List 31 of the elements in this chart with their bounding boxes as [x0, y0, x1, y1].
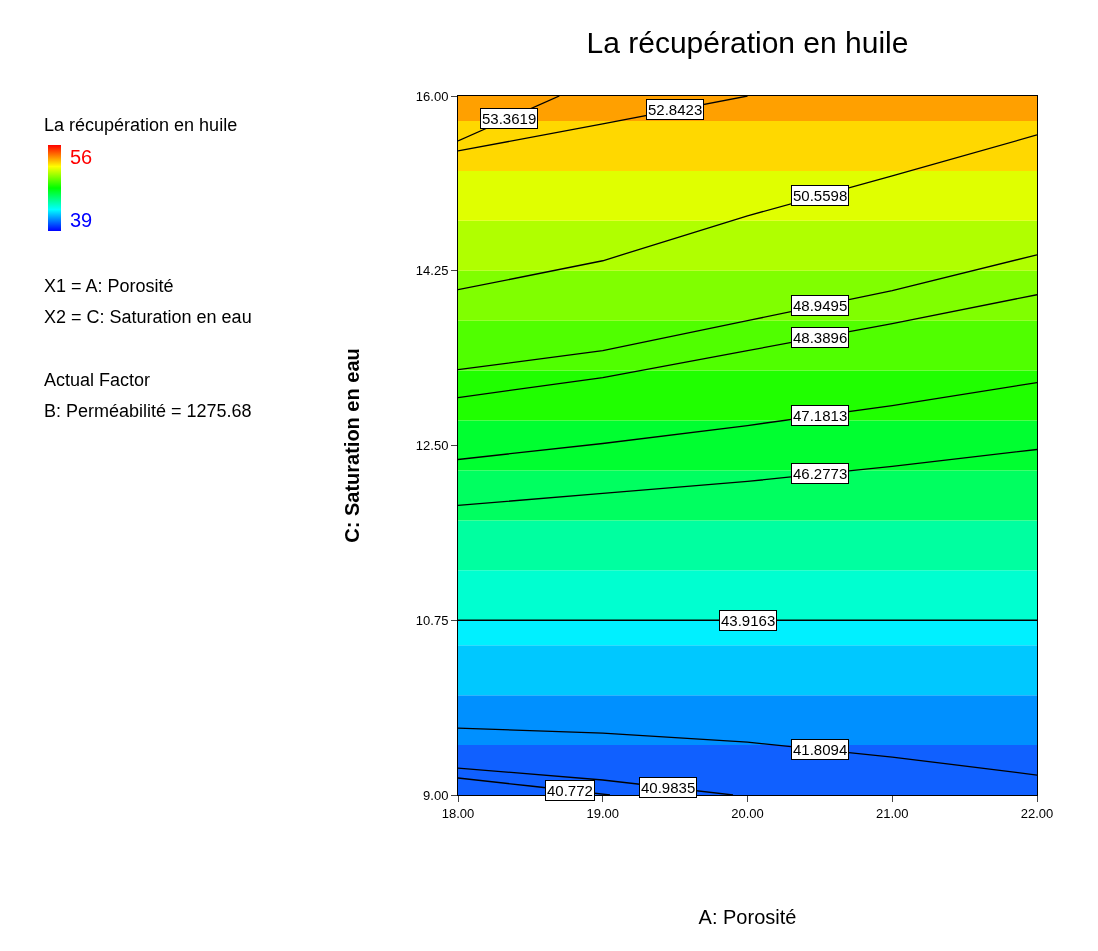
series-label: 47.1813 [793, 407, 848, 424]
series-label: 43.9163 [721, 612, 776, 629]
series-label: 40.772 [547, 782, 593, 799]
text: X1 = A: Porosité [44, 276, 174, 296]
series-label: 53.3619 [482, 110, 537, 127]
y-tick-label: 9.00 [423, 787, 449, 803]
series-label: 50.5598 [793, 187, 848, 204]
text: Actual Factor [44, 370, 151, 390]
series-label: 48.3896 [793, 329, 848, 346]
text: 39 [70, 209, 93, 231]
text: 56 [70, 146, 93, 168]
series-label: 52.8423 [648, 101, 703, 118]
x-tick-label: 21.00 [875, 805, 909, 821]
x-tick-label: 20.00 [731, 805, 764, 821]
y-tick-label: 10.75 [415, 612, 449, 628]
y-tick-label: 14.25 [415, 263, 449, 279]
x-tick-label: 18.00 [441, 805, 475, 821]
text: X2 = C: Saturation en eau [44, 307, 252, 327]
series-label: 48.9495 [793, 297, 848, 314]
series-label: 40.9835 [641, 779, 696, 796]
text: La récupération en huile [44, 115, 238, 135]
series-label: 46.2773 [793, 465, 848, 482]
series-label: 41.8094 [793, 741, 848, 758]
y-tick-label: 12.50 [415, 438, 449, 454]
text: B: Perméabilité = 1275.68 [44, 401, 252, 421]
y-axis-title: C: Saturation en eau [341, 348, 364, 543]
x-tick-label: 22.00 [1020, 805, 1054, 821]
x-axis-title: A: Porosité [698, 906, 797, 929]
chart-title: La récupération en huile [586, 26, 909, 60]
x-tick-label: 19.00 [586, 805, 620, 821]
y-tick-label: 16.00 [415, 88, 449, 104]
